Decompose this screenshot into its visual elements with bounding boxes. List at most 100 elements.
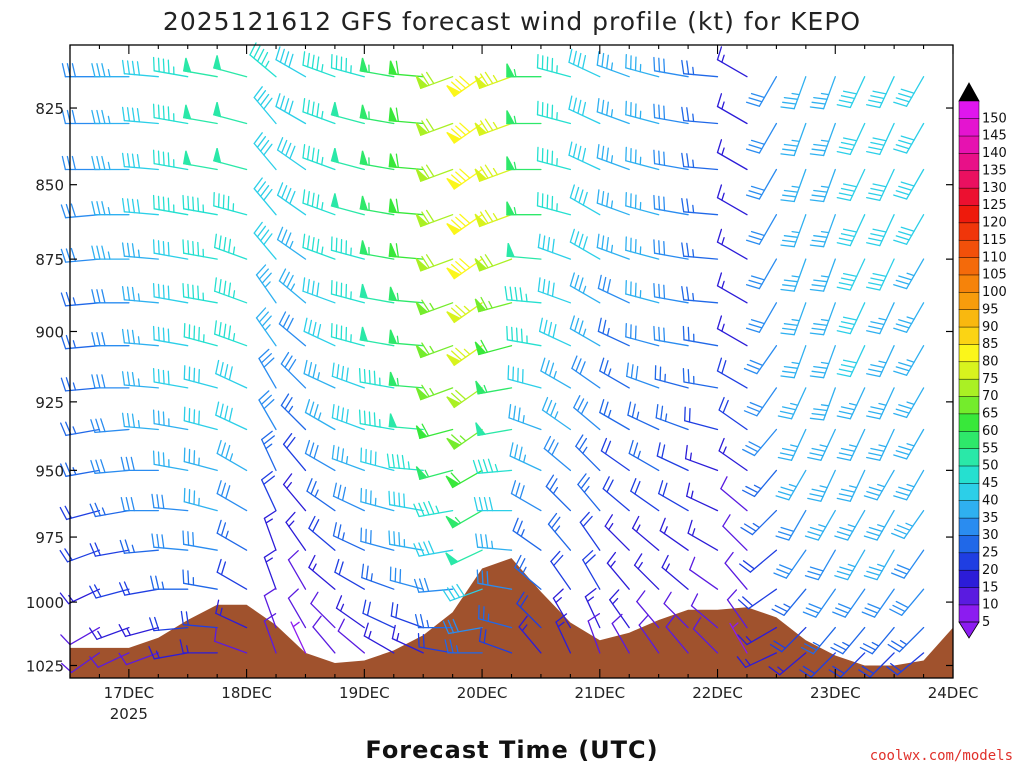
- barb-feather: [311, 101, 315, 116]
- barb-feather: [627, 401, 632, 416]
- colorbar-swatch: [958, 170, 980, 189]
- barb-feather: [256, 225, 267, 238]
- credit-link[interactable]: coolwx.com/models: [870, 748, 1013, 764]
- barb-pennant: [415, 466, 428, 481]
- wind-barb: [415, 164, 454, 183]
- barb-feather: [311, 237, 315, 252]
- barb-feather: [769, 643, 783, 653]
- barb-staff: [537, 290, 572, 304]
- wind-barb: [516, 591, 542, 629]
- barb-half-feather: [314, 489, 319, 498]
- barb-staff: [720, 488, 748, 512]
- barb-half-feather: [820, 185, 830, 189]
- barb-half-feather: [610, 155, 614, 164]
- x-tick-year-label: 2025: [110, 705, 148, 723]
- barb-half-feather: [847, 524, 856, 528]
- barb-feather: [285, 232, 292, 247]
- barb-feather: [740, 526, 754, 536]
- barb-feather: [635, 365, 639, 381]
- barb-feather: [121, 197, 126, 213]
- barb-feather: [417, 633, 420, 648]
- barb-feather: [287, 550, 299, 561]
- wind-barb: [255, 264, 277, 304]
- barb-staff: [683, 211, 719, 216]
- wind-barb: [866, 76, 895, 109]
- barb-feather: [836, 497, 851, 502]
- barb-staff: [569, 241, 601, 260]
- wind-barb: [537, 277, 572, 304]
- barb-half-feather: [368, 630, 372, 640]
- wind-barb: [302, 189, 336, 216]
- barb-feather: [162, 411, 165, 426]
- barb-half-feather: [513, 161, 517, 171]
- wind-barb: [287, 588, 307, 629]
- barb-feather: [776, 568, 790, 575]
- colorbar-tick-label: 75: [982, 372, 999, 387]
- barb-feather: [575, 358, 582, 372]
- barb-feather: [275, 93, 281, 108]
- barb-feather: [332, 482, 337, 497]
- barb-feather: [687, 326, 690, 342]
- barb-feather: [121, 371, 126, 386]
- wind-barb: [446, 213, 483, 236]
- barb-feather: [425, 71, 435, 85]
- barb-staff: [879, 345, 895, 378]
- colorbar-swatch: [958, 343, 980, 363]
- barb-feather: [746, 406, 761, 413]
- barb-feather: [96, 374, 101, 389]
- barb-feather: [89, 585, 97, 599]
- barb-feather: [193, 490, 196, 506]
- barb-feather: [580, 401, 589, 415]
- barb-pennant: [506, 201, 515, 216]
- wind-barb: [478, 604, 513, 629]
- wind-barb: [653, 282, 689, 304]
- barb-feather: [866, 286, 881, 291]
- barb-feather: [451, 434, 463, 445]
- colorbar-tick-label: 35: [982, 511, 999, 526]
- barb-staff: [849, 345, 866, 378]
- wind-barb: [308, 554, 336, 590]
- wind-barb: [547, 512, 572, 551]
- barb-pennant: [415, 213, 429, 228]
- barb-feather: [157, 104, 160, 120]
- barb-staff: [665, 626, 689, 654]
- barb-feather: [748, 323, 763, 329]
- wind-barb: [120, 496, 159, 512]
- x-tick-label: 17DEC: [104, 684, 155, 702]
- wind-barb: [625, 236, 660, 260]
- barb-feather: [302, 277, 306, 292]
- barb-half-feather: [871, 641, 880, 647]
- wind-barb: [716, 357, 748, 389]
- barb-feather: [866, 415, 881, 420]
- wind-barb: [182, 239, 218, 260]
- barb-feather: [689, 556, 696, 571]
- barb-staff: [758, 302, 778, 333]
- colorbar-under-triangle: [958, 621, 980, 639]
- wind-barb: [182, 57, 218, 78]
- barb-feather: [780, 332, 795, 336]
- barb-feather: [839, 566, 854, 572]
- barb-feather: [220, 442, 227, 457]
- barb-feather: [95, 459, 101, 474]
- wind-barb: [866, 214, 895, 247]
- barb-feather: [510, 480, 517, 495]
- barb-feather: [811, 327, 826, 331]
- barb-staff: [817, 509, 836, 541]
- barb-half-feather: [690, 490, 694, 499]
- barb-half-feather: [341, 532, 345, 541]
- wind-barb: [682, 368, 719, 389]
- barb-staff: [596, 111, 630, 125]
- barb-feather: [688, 407, 691, 423]
- barb-feather: [162, 241, 165, 256]
- barb-feather: [187, 570, 190, 585]
- barb-feather: [182, 282, 185, 298]
- barb-feather: [423, 541, 430, 556]
- barb-feather: [551, 104, 554, 120]
- barb-feather: [811, 148, 826, 152]
- barb-staff: [123, 299, 159, 304]
- barb-feather: [167, 106, 170, 121]
- barb-feather: [334, 558, 340, 573]
- wind-barb: [152, 450, 189, 472]
- barb-feather: [456, 583, 465, 597]
- barb-pennant: [388, 107, 398, 122]
